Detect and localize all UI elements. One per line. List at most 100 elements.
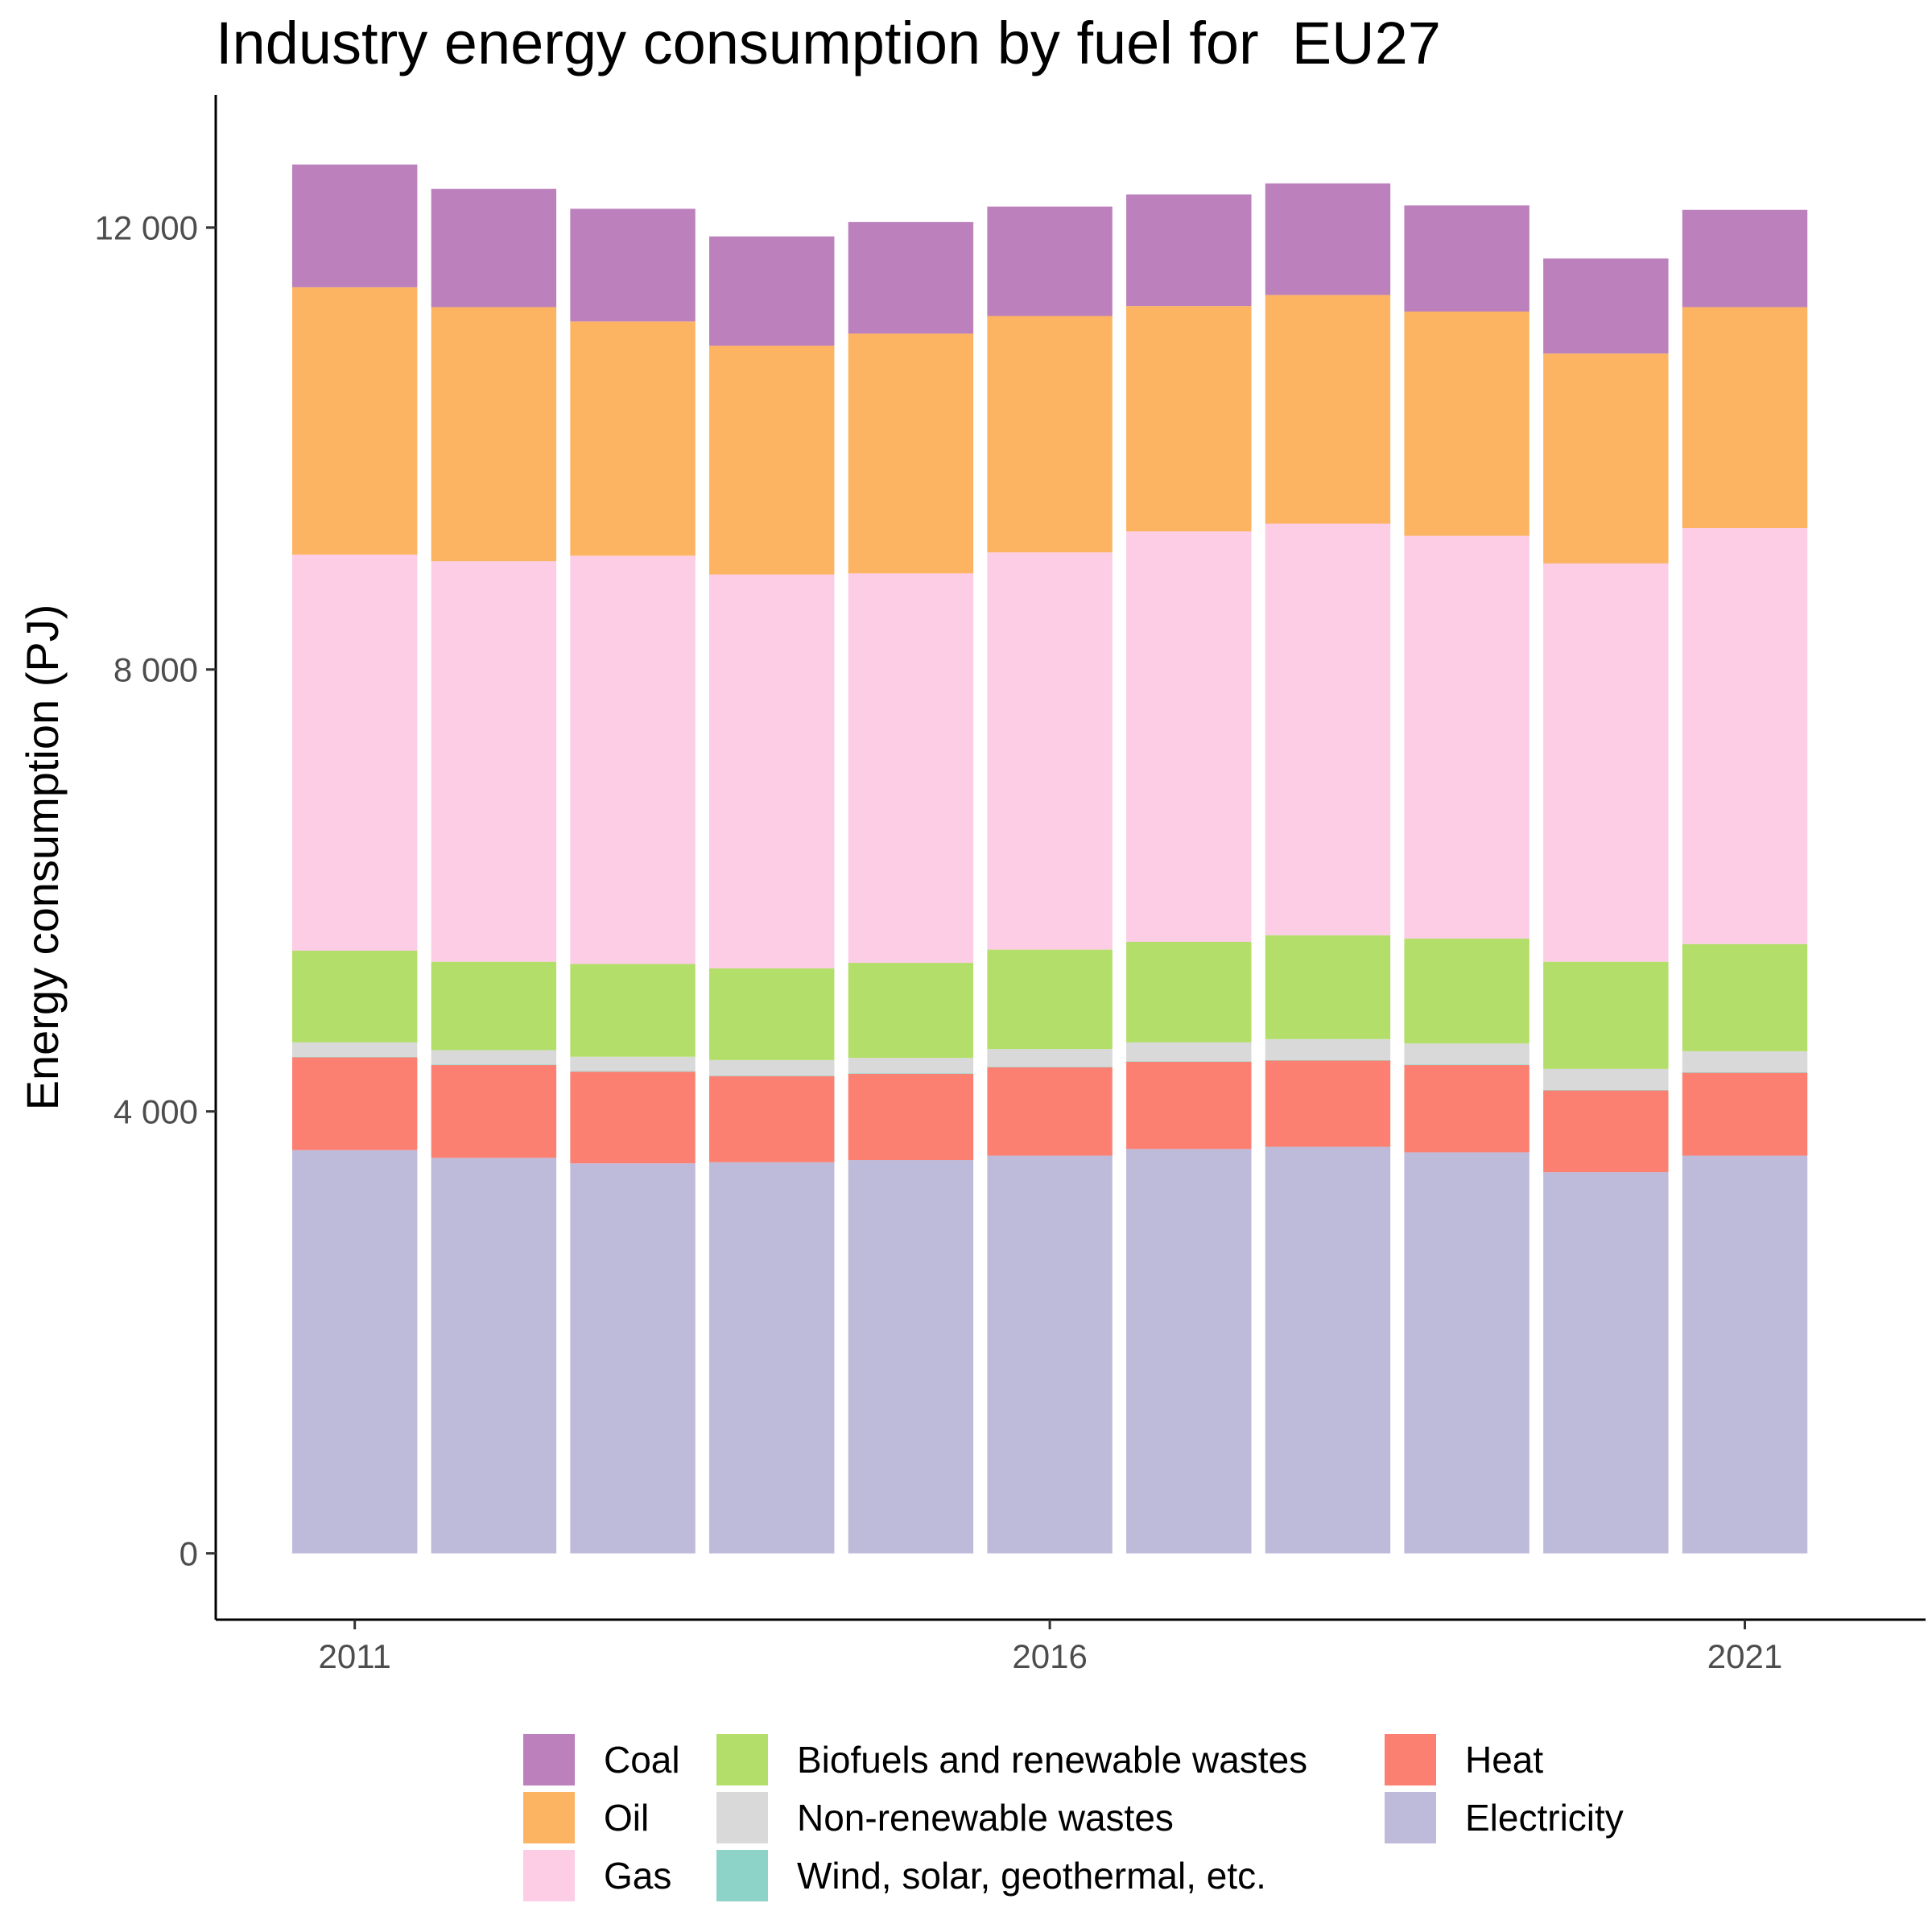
bar-segment-2019-6 xyxy=(1404,312,1530,536)
y-axis-title: Energy consumption (PJ) xyxy=(17,605,68,1111)
x-tick-label: 2011 xyxy=(319,1637,391,1675)
legend-swatch xyxy=(523,1850,575,1901)
bar-segment-2014-0 xyxy=(709,1162,835,1554)
legend-item: Biofuels and renewable wastes xyxy=(716,1731,1385,1789)
bar-segment-2016-4 xyxy=(987,949,1113,1050)
bar-segment-2017-1 xyxy=(1126,1061,1252,1150)
bar-segment-2015-3 xyxy=(848,1058,974,1074)
legend-item: Heat xyxy=(1385,1731,1650,1789)
legend-item: Oil xyxy=(523,1789,716,1847)
bar-segment-2011-4 xyxy=(291,950,418,1042)
bar-segment-2012-3 xyxy=(431,1050,557,1065)
bar-segment-2015-1 xyxy=(848,1074,974,1161)
y-tick-label: 12 000 xyxy=(95,209,198,247)
bar-segment-2020-1 xyxy=(1543,1090,1669,1173)
bar-segment-2015-4 xyxy=(848,963,974,1059)
bar-segment-2014-3 xyxy=(709,1059,835,1076)
legend-label: Gas xyxy=(604,1855,672,1897)
bar-segment-2018-7 xyxy=(1265,183,1391,295)
legend-swatch xyxy=(1385,1734,1436,1785)
bar-segment-2019-3 xyxy=(1404,1043,1530,1065)
bar-segment-2017-2 xyxy=(1126,1061,1252,1062)
bar-segment-2017-5 xyxy=(1126,531,1252,942)
legend-label: Oil xyxy=(604,1797,650,1839)
bar-segment-2013-1 xyxy=(570,1071,696,1164)
bar-segment-2013-0 xyxy=(570,1163,696,1554)
bar-segment-2011-5 xyxy=(291,554,418,951)
bar-segment-2015-5 xyxy=(848,573,974,964)
chart-plot: 0 4 000 8 000 12 000 2011 2016 2021 Energy co… xyxy=(17,95,1926,1675)
bar-segment-2021-1 xyxy=(1682,1072,1808,1156)
legend-swatch xyxy=(716,1850,768,1901)
legend-swatch xyxy=(523,1792,575,1843)
bar-segment-2011-1 xyxy=(291,1057,418,1150)
bar-segment-2020-4 xyxy=(1543,961,1669,1069)
bar-segment-2013-5 xyxy=(570,555,696,964)
bar-segment-2015-2 xyxy=(848,1073,974,1075)
bar-segment-2020-6 xyxy=(1543,353,1669,564)
bar-segment-2018-5 xyxy=(1265,523,1391,935)
legend-label: Heat xyxy=(1465,1739,1544,1781)
bar-segment-2021-3 xyxy=(1682,1051,1808,1072)
bar-segment-2015-6 xyxy=(848,333,974,574)
bars-layer xyxy=(291,164,1808,1554)
bar-segment-2019-2 xyxy=(1404,1064,1530,1066)
bar-segment-2012-2 xyxy=(431,1064,557,1066)
bar-segment-2013-6 xyxy=(570,321,696,556)
bar-segment-2015-7 xyxy=(848,221,974,334)
legend: Coal Biofuels and renewable wastes Heat Oil… xyxy=(523,1731,1650,1905)
bar-segment-2017-3 xyxy=(1126,1042,1252,1062)
legend-item xyxy=(1385,1847,1650,1905)
bar-segment-2019-5 xyxy=(1404,535,1530,939)
y-tick-label: 0 xyxy=(180,1535,198,1573)
bar-segment-2018-0 xyxy=(1265,1146,1391,1554)
bar-segment-2021-5 xyxy=(1682,528,1808,944)
bar-segment-2015-0 xyxy=(848,1160,974,1554)
legend-item: Electricity xyxy=(1385,1789,1650,1847)
bar-segment-2018-4 xyxy=(1265,935,1391,1039)
bar-segment-2020-5 xyxy=(1543,563,1669,962)
bar-segment-2012-7 xyxy=(431,188,557,308)
y-ticks-layer: 0 4 000 8 000 12 000 xyxy=(95,209,216,1573)
chart-title: Industry energy consumption by fuel for … xyxy=(216,10,1441,76)
y-tick-label: 8 000 xyxy=(114,651,198,689)
bar-segment-2018-3 xyxy=(1265,1038,1391,1060)
legend-item: Non-renewable wastes xyxy=(716,1789,1385,1847)
legend-label: Coal xyxy=(604,1739,680,1781)
bar-segment-2014-1 xyxy=(709,1075,835,1162)
legend-swatch xyxy=(523,1734,575,1785)
bar-segment-2016-7 xyxy=(987,206,1113,316)
bar-segment-2014-5 xyxy=(709,574,835,968)
legend-label: Non-renewable wastes xyxy=(797,1797,1174,1839)
bar-segment-2017-6 xyxy=(1126,306,1252,532)
bar-segment-2012-5 xyxy=(431,561,557,962)
bar-segment-2019-4 xyxy=(1404,938,1530,1044)
bar-segment-2013-4 xyxy=(570,964,696,1057)
bar-segment-2017-4 xyxy=(1126,941,1252,1042)
bar-segment-2019-7 xyxy=(1404,205,1530,312)
legend-label: Biofuels and renewable wastes xyxy=(797,1739,1308,1781)
legend-swatch xyxy=(716,1734,768,1785)
bar-segment-2020-7 xyxy=(1543,258,1669,354)
bar-segment-2012-4 xyxy=(431,961,557,1051)
legend-item: Coal xyxy=(523,1731,716,1789)
bar-segment-2014-7 xyxy=(709,236,835,346)
legend-label: Electricity xyxy=(1465,1797,1624,1839)
bar-segment-2021-6 xyxy=(1682,307,1808,529)
x-tick-label: 2021 xyxy=(1707,1637,1782,1675)
legend-swatch xyxy=(1385,1792,1436,1843)
bar-segment-2014-4 xyxy=(709,968,835,1060)
bar-segment-2021-4 xyxy=(1682,943,1808,1051)
bar-segment-2011-7 xyxy=(291,164,418,287)
bar-segment-2020-2 xyxy=(1543,1089,1669,1091)
bar-segment-2012-0 xyxy=(431,1158,557,1554)
bar-segment-2011-6 xyxy=(291,287,418,555)
bar-segment-2014-2 xyxy=(709,1075,835,1076)
bar-segment-2021-0 xyxy=(1682,1155,1808,1554)
bar-segment-2013-3 xyxy=(570,1056,696,1071)
bar-segment-2021-7 xyxy=(1682,209,1808,308)
bar-segment-2013-7 xyxy=(570,208,696,322)
bar-segment-2011-0 xyxy=(291,1150,418,1554)
bar-segment-2014-6 xyxy=(709,345,835,575)
bar-segment-2020-0 xyxy=(1543,1172,1669,1554)
